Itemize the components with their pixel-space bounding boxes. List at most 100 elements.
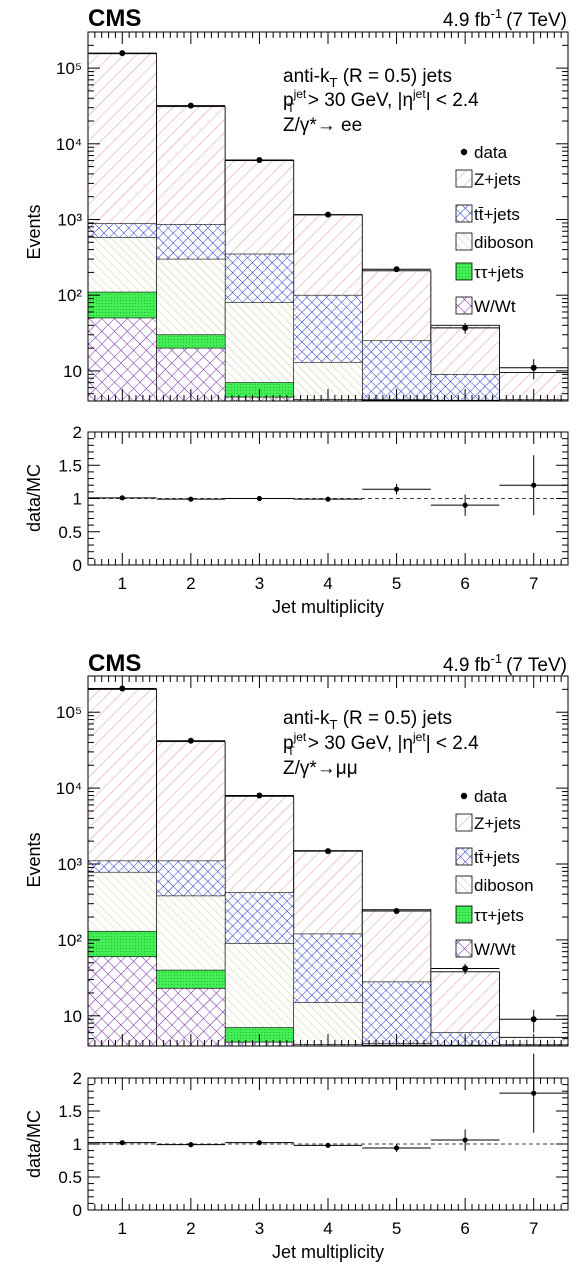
legend-data-a: data xyxy=(460,143,508,162)
ratio-point xyxy=(462,1137,468,1143)
info-line3-b: Z/γ*→μμ xyxy=(283,758,358,779)
data-point xyxy=(462,324,469,331)
x-tick-label: 3 xyxy=(255,1219,264,1238)
info-2sup2: jet xyxy=(412,87,426,101)
info-2c: | < 2.4 xyxy=(426,90,479,111)
ratio-points-a xyxy=(88,455,568,516)
y-ticks-a: 10 10² 10³ 10⁴ 10⁵ xyxy=(56,31,568,402)
info-1a: anti-k xyxy=(283,708,330,729)
data-point xyxy=(187,737,194,744)
info-2sup: jet xyxy=(293,87,307,101)
x-tick-label: 5 xyxy=(392,1219,401,1238)
data-point xyxy=(325,848,331,855)
bar-wwt xyxy=(87,317,157,402)
data-point xyxy=(119,50,126,57)
x-tick-label: 6 xyxy=(460,1219,469,1238)
data-points-a xyxy=(88,50,568,380)
info-2a: p xyxy=(283,90,294,111)
svg-text:data: data xyxy=(474,787,508,806)
info-line2-b: pjet T > 30 GeV, |ηjet| < 2.4 xyxy=(283,730,479,758)
data-point xyxy=(325,211,331,218)
svg-text:Z+jets: Z+jets xyxy=(474,814,521,833)
info-2sub: T xyxy=(287,744,295,758)
x-tick-label: 7 xyxy=(529,1219,538,1238)
x-tick-label: 2 xyxy=(186,1219,195,1238)
cms-label: CMS xyxy=(88,650,141,677)
legend-data-b: data xyxy=(460,787,508,806)
info-1sub: T xyxy=(329,717,337,732)
ratio-y-tick-label: 2 xyxy=(73,1069,82,1088)
x-tick-label: 1 xyxy=(118,1219,127,1238)
lumi-exp: -1 xyxy=(491,651,503,666)
legend-tautau-b: ττ+jets xyxy=(455,905,524,925)
x-ticks-main-a xyxy=(87,32,569,401)
lumi-exp: -1 xyxy=(491,6,503,21)
svg-text:diboson: diboson xyxy=(474,876,534,895)
legend-zjets-b: Z+jets xyxy=(455,813,521,833)
info-2b: > 30 GeV, |η xyxy=(303,733,413,754)
ratio-point xyxy=(393,486,400,492)
legend-ttbar-a: tt̄+jets xyxy=(455,204,520,224)
y-tick-label: 10² xyxy=(57,286,82,305)
ratio-point xyxy=(462,502,468,508)
ratio-y-tick-label: 0 xyxy=(73,1201,82,1220)
y-tick-label: 10 xyxy=(63,362,82,381)
x-tick-label: 2 xyxy=(186,574,195,593)
info-2sup: jet xyxy=(293,730,307,744)
legend-diboson-a: diboson xyxy=(455,232,534,252)
y-axis-label-b: Events xyxy=(24,832,44,887)
svg-text:Z+jets: Z+jets xyxy=(474,170,521,189)
data-point xyxy=(256,157,263,164)
ratio-point xyxy=(393,1145,400,1151)
info-line2-a: pjet T > 30 GeV, |ηjet| < 2.4 xyxy=(283,87,479,115)
lumi-energy: (7 TeV) xyxy=(506,10,567,31)
ratio-y-tick-label: 0.5 xyxy=(58,1168,82,1187)
legend-wwt-b: W/Wt xyxy=(455,939,516,959)
ratio-y-ticks-a: 0 0.5 1 1.5 2 xyxy=(58,423,568,575)
ratio-point xyxy=(188,1142,194,1148)
lumi-label: 4.9 fb-1 (7 TeV) xyxy=(443,651,567,676)
ratio-point xyxy=(531,482,537,488)
y-tick-label: 10³ xyxy=(57,855,82,874)
info-2sub: T xyxy=(287,101,295,115)
legend-a: data Z+jets tt̄+jets diboson ττ+jets W/W… xyxy=(455,143,534,316)
x-tick-label: 4 xyxy=(323,574,332,593)
x-axis-label-b: Jet multiplicity xyxy=(272,1242,384,1262)
x-tick-label: 4 xyxy=(323,1219,332,1238)
ratio-point xyxy=(325,1142,331,1148)
ratio-y-tick-label: 1.5 xyxy=(58,456,82,475)
lumi-unit: fb xyxy=(475,655,491,676)
ratio-y-tick-label: 1 xyxy=(73,490,82,509)
info-1sub: T xyxy=(329,75,337,90)
info-text-a: anti-kT (R = 0.5) jets pjet T > 30 GeV, |… xyxy=(283,66,479,136)
ratio-y-tick-label: 1.5 xyxy=(58,1102,82,1121)
ratio-point xyxy=(188,496,194,502)
stack-a xyxy=(87,53,569,402)
x-tick-label: 3 xyxy=(255,574,264,593)
legend-wwt-a: W/Wt xyxy=(455,296,516,316)
legend-diboson-b: diboson xyxy=(455,875,534,895)
ratio-y-tick-label: 2 xyxy=(73,423,82,442)
ratio-y-label-a: data/MC xyxy=(24,464,44,532)
y-axis-label-a: Events xyxy=(24,204,44,259)
x-ticks-a: 1 2 3 4 5 6 7 xyxy=(87,432,569,593)
ratio-y-tick-label: 0.5 xyxy=(58,523,82,542)
x-tick-label: 1 xyxy=(118,574,127,593)
y-tick-label: 10² xyxy=(57,931,82,950)
ratio-y-tick-label: 0 xyxy=(73,556,82,575)
data-point xyxy=(187,102,194,109)
x-ticks-b: 1 2 3 4 5 6 7 xyxy=(87,1078,569,1238)
lumi-label: 4.9 fb-1 (7 TeV) xyxy=(443,6,567,31)
x-ticks-main-b xyxy=(87,676,569,1046)
y-tick-label: 10⁵ xyxy=(56,59,82,78)
info-2c: | < 2.4 xyxy=(426,733,479,754)
ratio-y-tick-label: 1 xyxy=(73,1135,82,1154)
lumi-value: 4.9 xyxy=(443,10,469,31)
svg-text:diboson: diboson xyxy=(474,233,534,252)
lumi-unit: fb xyxy=(475,10,491,31)
info-2sup2: jet xyxy=(412,730,426,744)
